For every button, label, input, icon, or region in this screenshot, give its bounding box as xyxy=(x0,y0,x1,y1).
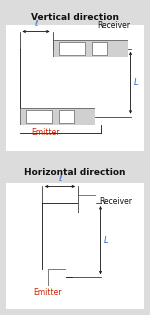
Text: ℓ: ℓ xyxy=(34,19,38,28)
Text: Receiver: Receiver xyxy=(99,197,132,206)
Text: Horizontal direction: Horizontal direction xyxy=(24,168,126,177)
Bar xyxy=(58,42,85,55)
Text: L: L xyxy=(104,236,109,245)
Text: Emitter: Emitter xyxy=(33,288,62,297)
Text: Emitter: Emitter xyxy=(31,128,59,137)
Bar xyxy=(58,110,74,123)
Text: Vertical direction: Vertical direction xyxy=(31,13,119,22)
Bar xyxy=(0,156,150,180)
Text: Receiver: Receiver xyxy=(98,20,130,30)
Bar xyxy=(6,183,144,309)
Bar xyxy=(6,25,144,151)
Bar xyxy=(26,110,52,123)
Bar xyxy=(92,42,106,55)
Bar xyxy=(0,0,150,27)
Text: ℓ: ℓ xyxy=(58,174,62,183)
Text: L: L xyxy=(134,78,139,87)
